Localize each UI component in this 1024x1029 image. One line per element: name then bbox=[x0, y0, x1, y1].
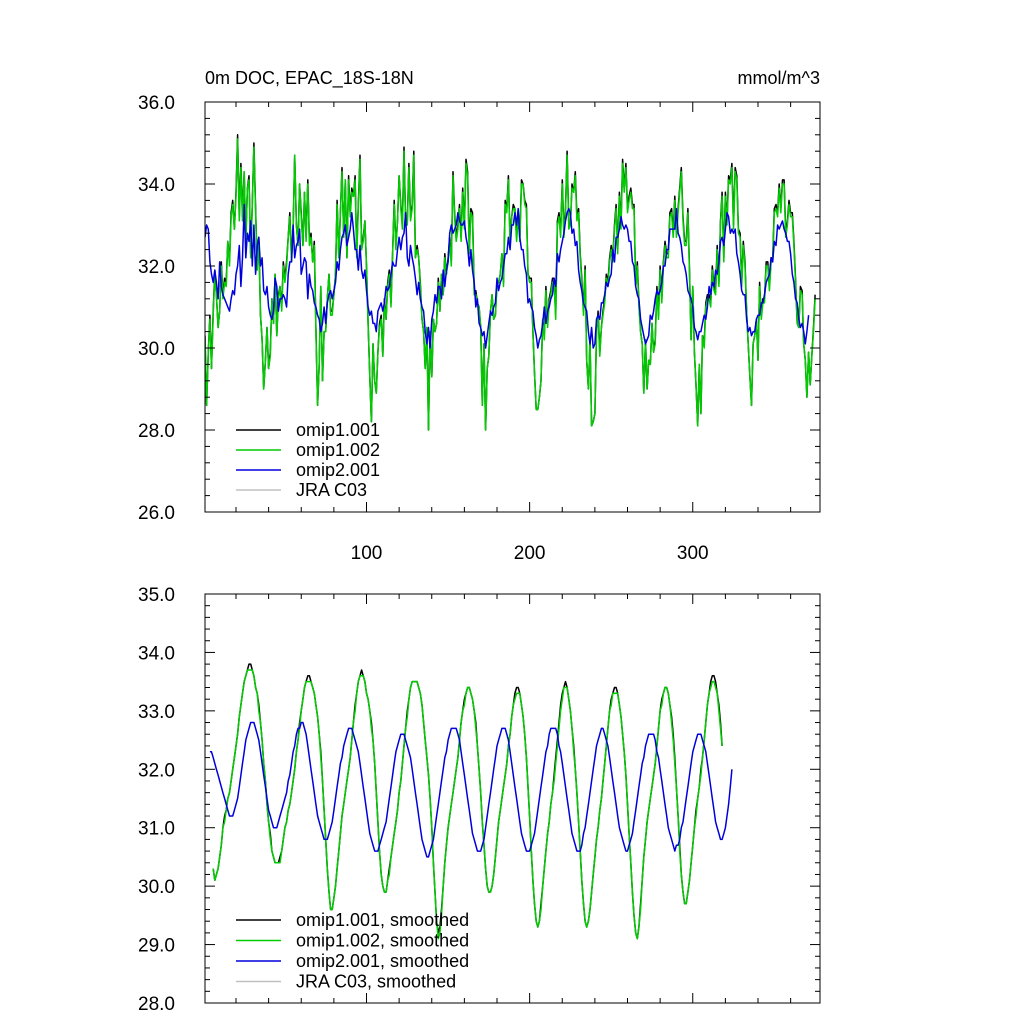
legend-label-2: omip1.002 bbox=[296, 440, 380, 460]
legend-label-2: omip1.002, smoothed bbox=[296, 931, 469, 951]
y-tick-label: 30.0 bbox=[138, 339, 175, 360]
chart-units: mmol/m^3 bbox=[738, 68, 820, 88]
x-tick-label: 100 bbox=[351, 543, 383, 564]
y-tick-label: 26.0 bbox=[138, 503, 175, 524]
y-tick-label: 32.0 bbox=[138, 760, 175, 781]
y-tick-label: 29.0 bbox=[138, 936, 175, 957]
series-lines bbox=[205, 134, 816, 431]
legend-label-1: omip1.001 bbox=[296, 420, 380, 440]
series-line-3 bbox=[205, 203, 810, 349]
y-tick-label: 34.0 bbox=[138, 643, 175, 664]
y-tick-label: 30.0 bbox=[138, 877, 175, 898]
y-tick-label: 33.0 bbox=[138, 702, 175, 723]
plot-frame bbox=[204, 101, 821, 513]
series-lines bbox=[209, 663, 733, 940]
series-line-3 bbox=[209, 721, 733, 858]
y-tick-label: 28.0 bbox=[138, 421, 175, 442]
x-tick-label: 300 bbox=[677, 543, 709, 564]
panel-1: 26.0 28.0 30.0 32.0 34.0 36.0 100 200 300 0m DOC,… bbox=[138, 68, 821, 564]
legend-label-1: omip1.001, smoothed bbox=[296, 910, 469, 930]
y-tick-label: 31.0 bbox=[138, 819, 175, 840]
y-tick-label: 34.0 bbox=[138, 175, 175, 196]
y-tick-label: 35.0 bbox=[138, 585, 175, 606]
legend-label-3: omip2.001, smoothed bbox=[296, 951, 469, 971]
legend-label-3: omip2.001 bbox=[296, 460, 380, 480]
series-line-2 bbox=[212, 669, 723, 940]
x-tick-label: 200 bbox=[514, 543, 546, 564]
panel-2: 28.0 29.0 30.0 31.0 32.0 33.0 34.0 35.0 omip1.00… bbox=[138, 585, 821, 1015]
y-tick-label: 32.0 bbox=[138, 257, 175, 278]
chart-title: 0m DOC, EPAC_18S-18N bbox=[205, 68, 414, 89]
legend-label-4: JRA C03 bbox=[296, 480, 367, 500]
legend-label-4: JRA C03, smoothed bbox=[296, 972, 456, 992]
plot-frame bbox=[204, 593, 821, 1004]
y-tick-label: 28.0 bbox=[138, 994, 175, 1015]
y-tick-label: 36.0 bbox=[138, 93, 175, 114]
